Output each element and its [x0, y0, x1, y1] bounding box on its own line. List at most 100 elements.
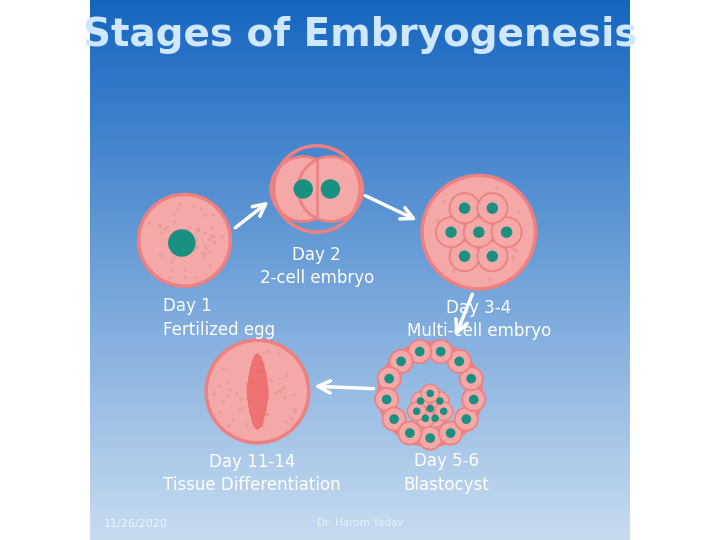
Bar [90, 328, 630, 332]
Circle shape [160, 254, 161, 256]
Circle shape [258, 414, 261, 416]
Circle shape [398, 422, 421, 444]
Circle shape [436, 217, 466, 247]
Bar [90, 466, 630, 470]
Circle shape [418, 427, 442, 450]
Circle shape [256, 392, 258, 394]
Bar [90, 231, 630, 235]
Bar [90, 509, 630, 513]
Circle shape [510, 236, 513, 239]
Circle shape [487, 202, 498, 214]
Text: Dr. Harom Yadav: Dr. Harom Yadav [317, 518, 403, 529]
Bar [90, 442, 630, 446]
Circle shape [518, 211, 520, 214]
Circle shape [261, 392, 264, 394]
Bar [90, 512, 630, 516]
Text: 11/26/2020: 11/26/2020 [104, 518, 167, 529]
Bar [90, 293, 630, 297]
Bar [90, 210, 630, 213]
Bar [90, 428, 630, 432]
Bar [90, 50, 630, 54]
Circle shape [204, 245, 207, 247]
Bar [90, 274, 630, 278]
Circle shape [480, 227, 483, 229]
Bar [90, 45, 630, 49]
Bar [90, 96, 630, 100]
Circle shape [270, 380, 272, 382]
Circle shape [222, 401, 224, 403]
Bar [90, 242, 630, 246]
Bar [90, 409, 630, 413]
Bar [90, 26, 630, 30]
Circle shape [429, 340, 452, 363]
Bar [90, 523, 630, 526]
Bar [90, 463, 630, 467]
Circle shape [489, 233, 491, 235]
Circle shape [455, 408, 478, 431]
Bar [90, 372, 630, 375]
Bar [90, 380, 630, 383]
Circle shape [459, 202, 470, 214]
Bar [90, 7, 630, 11]
Circle shape [501, 226, 513, 238]
Bar [90, 83, 630, 86]
Bar [90, 493, 630, 497]
Circle shape [185, 239, 187, 240]
Bar [90, 123, 630, 127]
Bar [90, 145, 630, 148]
Circle shape [254, 382, 256, 384]
Bar [90, 353, 630, 356]
Circle shape [194, 249, 197, 251]
Circle shape [213, 393, 215, 395]
Bar [90, 215, 630, 219]
Bar [90, 366, 630, 370]
Bar [90, 93, 630, 97]
Circle shape [263, 352, 266, 354]
Circle shape [474, 244, 477, 246]
Bar [90, 345, 630, 348]
Circle shape [435, 402, 453, 421]
Circle shape [462, 207, 464, 210]
Circle shape [459, 251, 470, 262]
Circle shape [169, 277, 171, 279]
Circle shape [513, 259, 515, 261]
Circle shape [408, 340, 431, 363]
Bar [90, 347, 630, 351]
Bar [90, 485, 630, 489]
Circle shape [421, 384, 439, 403]
Circle shape [454, 207, 456, 210]
Bar [90, 369, 630, 373]
Circle shape [285, 421, 287, 423]
Circle shape [254, 354, 256, 356]
Bar [90, 399, 630, 402]
Circle shape [485, 224, 487, 226]
Circle shape [166, 226, 168, 228]
Bar [90, 15, 630, 19]
Circle shape [455, 229, 457, 231]
Bar [90, 291, 630, 294]
Circle shape [298, 157, 363, 221]
Circle shape [497, 211, 499, 213]
Circle shape [474, 254, 476, 257]
Circle shape [197, 230, 199, 232]
Circle shape [498, 262, 500, 265]
Circle shape [449, 193, 480, 223]
Circle shape [210, 235, 212, 237]
Bar [90, 112, 630, 116]
Circle shape [229, 388, 231, 390]
Bar [90, 174, 630, 178]
Circle shape [320, 179, 340, 199]
Circle shape [211, 236, 212, 238]
Bar [90, 37, 630, 40]
Circle shape [468, 267, 470, 269]
Circle shape [279, 390, 282, 393]
Circle shape [179, 251, 181, 253]
Circle shape [459, 229, 462, 232]
Circle shape [249, 382, 251, 384]
Bar [90, 304, 630, 308]
Bar [90, 77, 630, 81]
Circle shape [204, 233, 206, 234]
Bar [90, 223, 630, 227]
Circle shape [256, 390, 258, 392]
Bar [90, 390, 630, 394]
